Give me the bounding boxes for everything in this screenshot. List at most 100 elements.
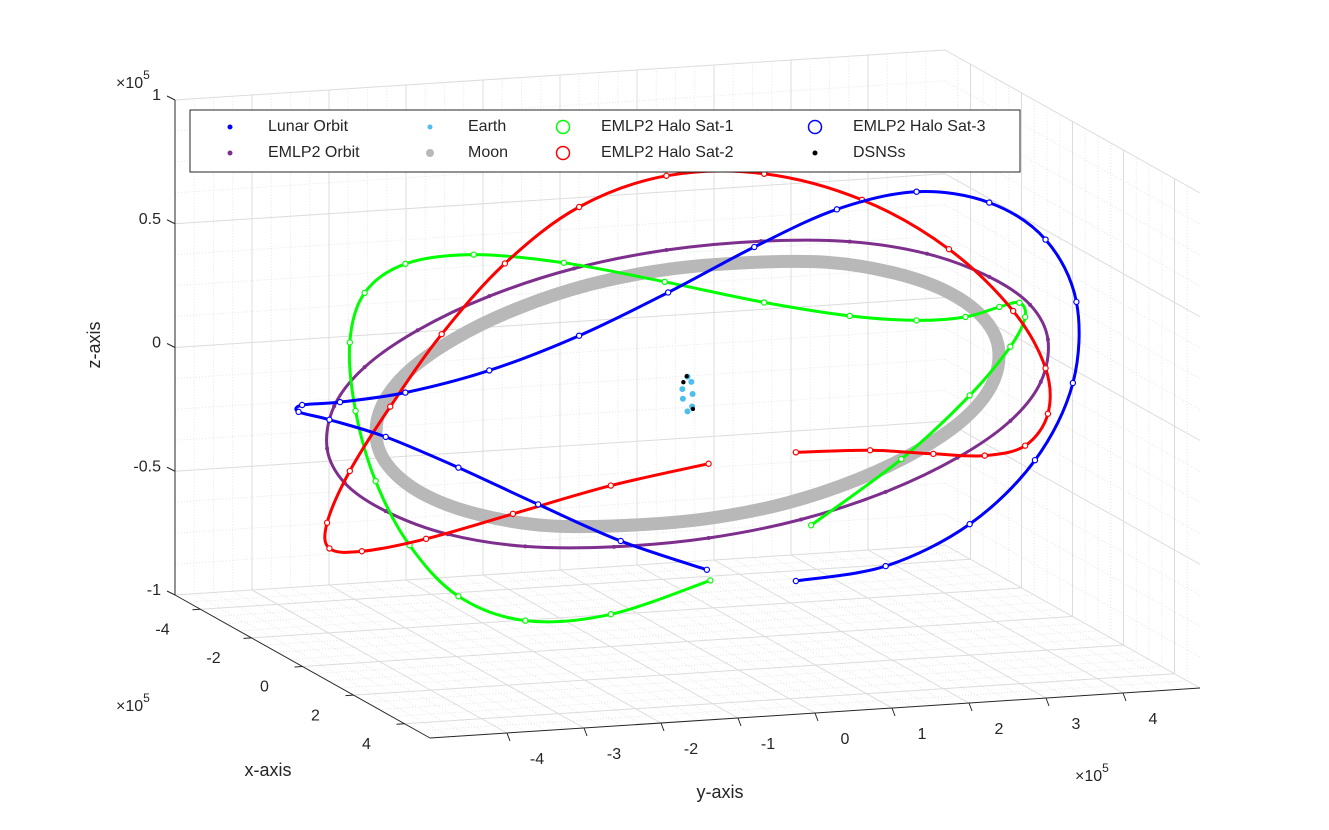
minor-grid-line (386, 580, 642, 725)
data-point (882, 562, 889, 570)
y-tick-label: -2 (684, 741, 698, 758)
grid-line (174, 173, 946, 225)
data-point (1073, 298, 1080, 306)
data-point (1007, 343, 1014, 350)
y-tick-label: 2 (995, 721, 1004, 738)
grid-line (174, 420, 946, 472)
data-point (455, 464, 462, 471)
data-point (486, 367, 493, 374)
data-point (1008, 418, 1013, 423)
data-point (1069, 379, 1077, 387)
data-point (913, 188, 920, 195)
data-point (501, 260, 509, 267)
multiplier-base: ×10 (116, 698, 143, 715)
data-point (405, 368, 412, 375)
minor-grid-line (213, 592, 469, 736)
data-point (336, 398, 344, 406)
minor-grid-line (444, 577, 700, 721)
data-point (690, 406, 696, 412)
y-tick-label: 4 (1149, 711, 1158, 728)
minor-grid-line (925, 545, 1181, 690)
grid-line (713, 559, 970, 704)
data-point (522, 617, 529, 624)
minor-grid-line (232, 590, 488, 735)
minor-grid-line (194, 593, 450, 738)
data-point (372, 477, 379, 485)
y-tick-label: -3 (607, 746, 621, 763)
data-point (607, 482, 615, 489)
data-point (487, 294, 492, 299)
data-point (295, 408, 302, 416)
data-point (962, 313, 969, 321)
data-point (684, 408, 691, 415)
tick-mark (192, 608, 201, 611)
data-point (382, 433, 389, 441)
data-point (513, 305, 520, 312)
minor-grid-line (521, 572, 777, 716)
minor-grid-line (540, 570, 796, 715)
data-point (846, 312, 853, 320)
series-line (347, 253, 1028, 624)
minor-grid-line (348, 583, 604, 728)
data-point (402, 260, 409, 268)
z-tick-label: -1 (147, 582, 161, 599)
tick-mark (166, 590, 176, 596)
data-point (424, 493, 431, 500)
minor-grid-line (848, 550, 1104, 695)
minor-grid-line (944, 235, 1201, 380)
data-point (664, 289, 672, 296)
minor-grid-line (617, 565, 873, 710)
y-tick-label: -1 (761, 736, 775, 753)
data-point (523, 544, 528, 549)
tick-mark (166, 343, 176, 348)
data-point (833, 206, 841, 213)
data-point (415, 328, 420, 333)
tick-mark (166, 466, 176, 472)
data-point (847, 239, 852, 244)
data-point (661, 278, 668, 286)
x-tick-label: 0 (260, 679, 269, 696)
data-point (707, 577, 714, 584)
data-point (346, 467, 354, 475)
data-point (332, 404, 337, 409)
data-point (438, 330, 445, 338)
z-tick-label: 0 (152, 335, 161, 352)
z-axis-label: z-axis (84, 321, 104, 368)
x-axis-line (174, 594, 431, 739)
z-tick-label: 1 (152, 87, 161, 104)
grid-line (636, 564, 893, 709)
data-point (352, 407, 359, 415)
series-line (323, 169, 1052, 554)
data-point (987, 274, 992, 279)
z-multiplier: ×105 (116, 68, 150, 92)
x-tick-label: 4 (362, 736, 371, 753)
data-point (883, 489, 888, 494)
data-point (323, 519, 331, 527)
tick-mark (166, 95, 176, 101)
tick-mark (660, 722, 665, 732)
grid-line (944, 49, 1201, 194)
data-point (621, 522, 628, 529)
data-point (607, 611, 615, 618)
data-point (930, 450, 937, 458)
data-point (986, 199, 993, 206)
z-tick-label: 0.5 (139, 211, 161, 228)
data-point (681, 380, 686, 385)
data-point (1044, 410, 1052, 417)
data-point (705, 460, 712, 467)
z-tick-label: -0.5 (133, 458, 161, 475)
tick-mark (294, 666, 303, 668)
y-multiplier: ×105 (1075, 761, 1109, 785)
minor-grid-line (694, 560, 950, 705)
data-point (679, 395, 686, 402)
grid-line (559, 569, 816, 714)
data-point (1021, 313, 1029, 321)
data-point (298, 401, 306, 409)
minor-grid-line (944, 482, 1201, 627)
data-point (470, 251, 477, 258)
legend-label: EMLP2 Halo Sat-2 (601, 144, 734, 161)
series-line (294, 190, 1081, 583)
tick-mark (737, 717, 742, 727)
data-point (1028, 302, 1033, 307)
data-point (866, 447, 874, 454)
